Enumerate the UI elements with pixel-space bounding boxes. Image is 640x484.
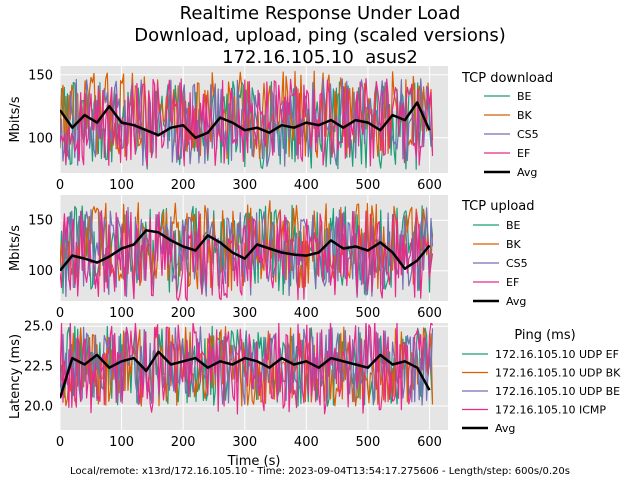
legend-title: TCP upload <box>461 199 535 214</box>
legend-title: TCP download <box>461 71 553 86</box>
y-tick-label: 25.0 <box>24 320 53 335</box>
legend-label: 172.16.105.10 UDP BE <box>495 385 620 398</box>
x-tick-label: 100 <box>109 178 134 193</box>
x-tick-label: 400 <box>294 178 319 193</box>
legend-label: BK <box>517 109 533 122</box>
series-line-avg <box>60 229 431 272</box>
x-tick-label: 200 <box>171 178 196 193</box>
x-tick-label: 600 <box>417 178 442 193</box>
series-line-avg <box>60 101 431 140</box>
chart-title-line-1: Realtime Response Under Load <box>180 3 461 24</box>
legend-label: Avg <box>495 422 515 435</box>
series-line-ef <box>60 78 434 168</box>
legend-label: Avg <box>517 166 537 179</box>
legend-label: EF <box>506 276 519 289</box>
x-tick-label: 400 <box>294 306 319 321</box>
series-line-172-16-105-10-icmp <box>60 323 434 415</box>
x-axis-label: Time (s) <box>227 454 281 469</box>
series-line-cs5 <box>60 78 434 168</box>
y-axis-label: Mbits/s <box>8 96 23 142</box>
series-line-be <box>60 204 434 296</box>
legend: Ping (ms) 172.16.105.10 UDP EF 172.16.105.… <box>462 328 621 435</box>
x-tick-label: 0 <box>56 178 64 193</box>
x-tick-label: 500 <box>356 178 381 193</box>
legend-label: BK <box>506 238 522 251</box>
x-tick-label: 200 <box>171 306 196 321</box>
x-tick-label: 0 <box>56 306 64 321</box>
download-panel: 0 100 200 300 400 500 600 100 150 Mbits/s TCP down… <box>8 66 553 193</box>
x-tick-label: 500 <box>356 306 381 321</box>
series-line-ef <box>60 210 434 301</box>
footer-text: Local/remote: x13rd/172.16.105.10 - Time… <box>70 466 570 477</box>
y-tick-label: 150 <box>28 214 53 229</box>
chart-title-line-3: 172.16.105.10 asus2 <box>222 47 418 68</box>
x-tick-label: 0 <box>56 435 64 450</box>
legend-title: Ping (ms) <box>514 328 575 343</box>
chart-title-line-2: Download, upload, ping (scaled versions) <box>134 25 506 46</box>
series-group <box>60 70 434 170</box>
y-tick-label: 100 <box>28 131 53 146</box>
series-line-172-16-105-10-udp-be <box>60 326 434 406</box>
y-axis-label: Mbits/s <box>8 225 23 271</box>
x-tick-label: 300 <box>232 306 257 321</box>
y-axis-label: Latency (ms) <box>8 334 23 419</box>
legend: TCP download BE BK CS5 EF Avg <box>461 71 553 179</box>
legend-label: EF <box>517 147 530 160</box>
x-tick-label: 100 <box>109 306 134 321</box>
x-tick-label: 300 <box>232 435 257 450</box>
legend-label: BE <box>517 90 532 103</box>
upload-panel: 0 100 200 300 400 500 600 100 150 Mbits/s TCP uplo… <box>8 195 535 321</box>
legend-label: BE <box>506 219 521 232</box>
x-tick-label: 200 <box>171 435 196 450</box>
legend-label: 172.16.105.10 UDP BK <box>495 367 621 380</box>
x-tick-label: 100 <box>109 435 134 450</box>
x-tick-label: 400 <box>294 435 319 450</box>
x-tick-label: 300 <box>232 178 257 193</box>
y-tick-label: 100 <box>28 264 53 279</box>
legend: TCP upload BE BK CS5 EF Avg <box>461 199 535 308</box>
series-group <box>60 200 434 301</box>
legend-label: CS5 <box>506 257 528 270</box>
series-line-avg <box>60 350 431 399</box>
y-tick-label: 20.0 <box>24 400 53 415</box>
legend-label: Avg <box>506 295 526 308</box>
legend-label: CS5 <box>517 128 539 141</box>
y-tick-label: 150 <box>28 68 53 83</box>
y-tick-label: 22.5 <box>24 360 53 375</box>
legend-label: 172.16.105.10 UDP EF <box>495 348 619 361</box>
x-tick-label: 600 <box>417 435 442 450</box>
series-group <box>60 323 434 415</box>
legend-label: 172.16.105.10 ICMP <box>495 404 606 417</box>
x-tick-label: 600 <box>417 306 442 321</box>
x-tick-label: 500 <box>356 435 381 450</box>
